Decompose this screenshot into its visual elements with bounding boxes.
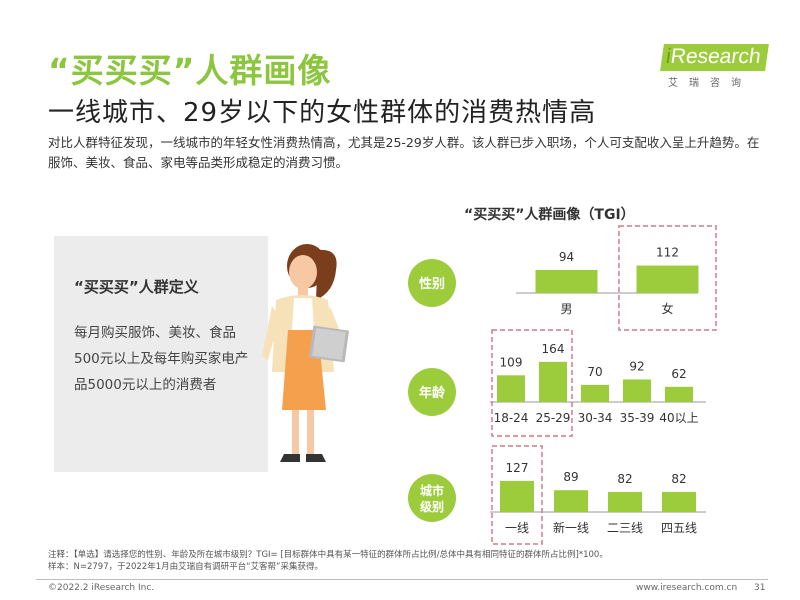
- category-label: 四五线: [661, 521, 697, 535]
- category-label: 新一线: [553, 520, 589, 535]
- bar-value-label: 94: [559, 250, 574, 264]
- bar-value-label: 62: [671, 367, 686, 381]
- category-label: 30-34: [578, 411, 613, 425]
- footnote: 注释：【单选】请选择您的性别、年龄及所在城市级别？TGI= [目标群体中具有某一…: [48, 549, 608, 573]
- group-label-circle: [408, 259, 456, 307]
- website-link[interactable]: www.iresearch.com.cn: [636, 583, 738, 593]
- highlight-box: [491, 329, 573, 437]
- bar: [665, 386, 693, 402]
- group-label: 城市: [420, 483, 444, 498]
- group-label-circle: [408, 368, 456, 416]
- bar: [581, 384, 609, 402]
- bar-value-label: 127: [506, 461, 529, 475]
- bar-value-label: 164: [542, 342, 565, 356]
- logo-subtitle: 艾瑞咨询: [668, 78, 752, 89]
- bar-value-label: 70: [587, 365, 602, 379]
- group-label-circle: [408, 474, 456, 522]
- category-label: 25-29: [536, 411, 571, 425]
- category-label: 女: [661, 301, 673, 316]
- highlight-box: [491, 445, 543, 545]
- chart-group-0: 性别 94 男 112 女: [408, 225, 717, 331]
- definition-box: “买买买”人群定义 每月购买服饰、美妆、食品 500元以上及每年购买家电产品50…: [54, 236, 268, 472]
- bar-value-label: 112: [656, 246, 679, 260]
- bar: [539, 361, 567, 402]
- group-label: 级别: [420, 499, 444, 514]
- category-label: 40以上: [659, 411, 698, 425]
- bar: [608, 491, 642, 512]
- definition-text: 每月购买服饰、美妆、食品 500元以上及每年购买家电产品5000元以上的消费者: [74, 325, 249, 393]
- footnote-line1: 注释：【单选】请选择您的性别、年龄及所在城市级别？TGI= [目标群体中具有某一…: [48, 550, 608, 560]
- bar-value-label: 92: [629, 359, 644, 373]
- category-label: 男: [560, 302, 572, 316]
- page-title: “买买买”人群画像: [48, 51, 332, 90]
- definition-title: “买买买”人群定义: [74, 278, 199, 296]
- category-label: 18-24: [494, 411, 529, 425]
- page-description: 对比人群特征发现，一线城市的年轻女性消费热情高，尤其是25-29岁人群。该人群已…: [48, 135, 760, 170]
- bar-value-label: 89: [563, 470, 578, 484]
- bar: [497, 375, 525, 402]
- bar: [623, 379, 651, 402]
- chart-group-2: 城市级别 127 一线 89 新一线 82 二三线 82 四五线: [408, 445, 706, 545]
- chart-group-1: 年龄 109 18-24 164 25-29 70 30-34 92 35-39 62 40以上: [408, 329, 706, 437]
- group-label: 年龄: [419, 385, 446, 401]
- bar-value-label: 82: [617, 472, 632, 486]
- bar: [662, 491, 696, 512]
- footnote-line2: 样本：N=2797，于2022年1月由艾瑞自有调研平台“艾客帮”采集获得。: [48, 562, 323, 572]
- bar: [554, 490, 588, 512]
- group-label: 性别: [419, 276, 445, 292]
- bar: [636, 265, 699, 293]
- iresearch-logo: iResearch 艾瑞咨询: [660, 44, 769, 90]
- copyright: ©2022.2 iResearch Inc.: [48, 583, 155, 593]
- bar-value-label: 82: [671, 472, 686, 486]
- highlight-box: [618, 225, 717, 331]
- category-label: 一线: [505, 521, 529, 535]
- bar-value-label: 109: [500, 355, 523, 369]
- category-label: 二三线: [607, 521, 643, 535]
- bar: [500, 480, 534, 512]
- woman-figure-icon: [262, 244, 350, 462]
- bar: [535, 269, 598, 293]
- footer-divider: [36, 579, 768, 580]
- page-subtitle: 一线城市、29岁以下的女性群体的消费热情高: [48, 98, 597, 128]
- category-label: 35-39: [620, 411, 655, 425]
- page-number: 31: [754, 583, 766, 593]
